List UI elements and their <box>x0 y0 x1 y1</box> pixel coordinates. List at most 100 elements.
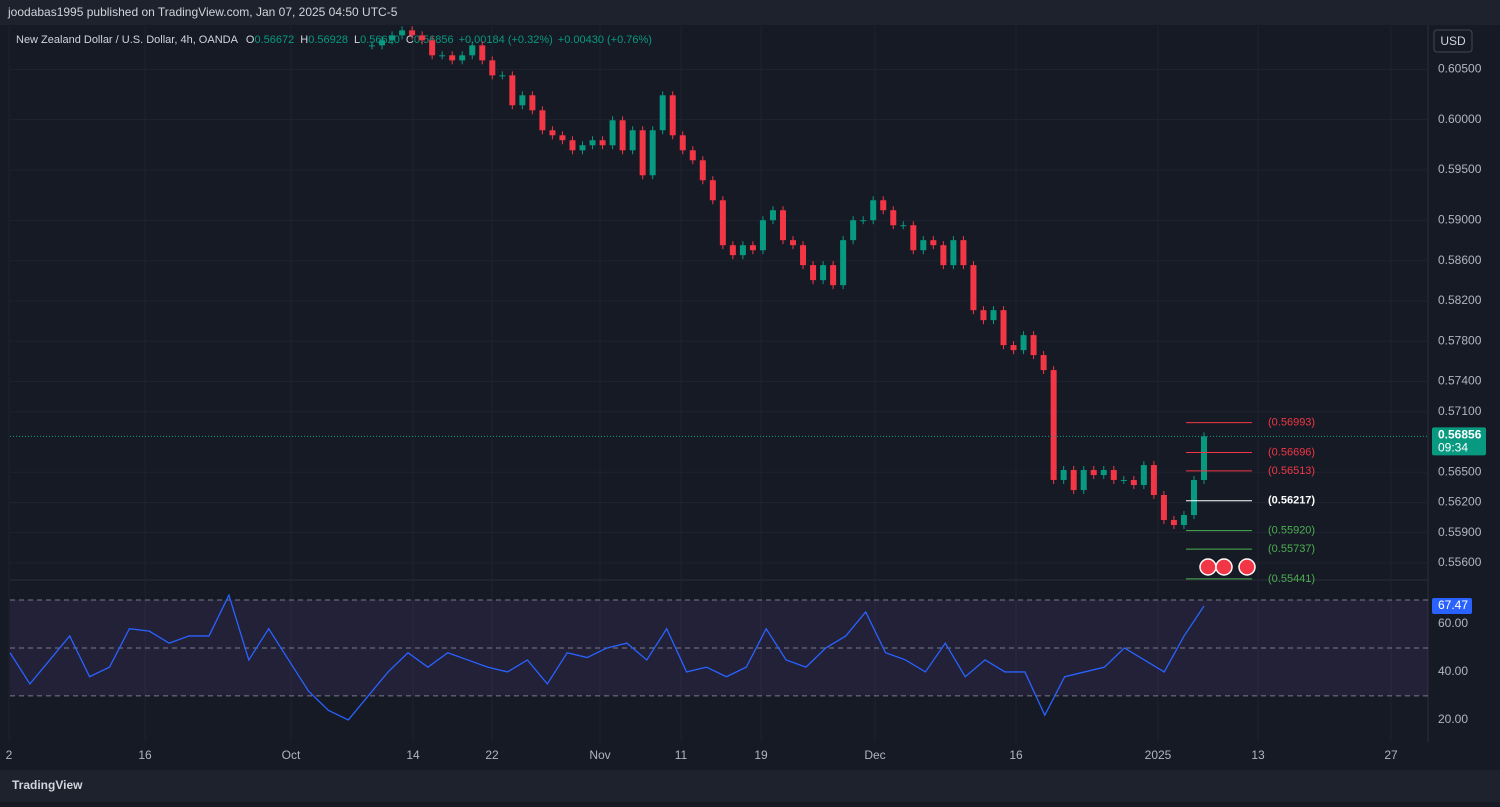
x-tick-label: Dec <box>864 748 885 762</box>
candle <box>810 265 817 281</box>
candle <box>860 220 867 222</box>
candle <box>399 30 406 36</box>
candle <box>589 140 596 146</box>
x-tick-label: 11 <box>675 748 688 762</box>
legend-key: C <box>406 34 414 46</box>
y-tick-label: 0.60500 <box>1438 61 1482 75</box>
rsi-value-label: 67.47 <box>1438 598 1468 612</box>
legend-value: 0.56672 <box>254 34 294 46</box>
candle <box>1180 515 1187 526</box>
candle <box>960 240 967 266</box>
candle <box>779 210 786 241</box>
candle <box>1080 470 1087 491</box>
level-label: (0.56217) <box>1268 495 1315 507</box>
candle <box>489 60 496 76</box>
candle <box>459 55 466 61</box>
candle <box>790 240 797 246</box>
candle <box>900 225 907 227</box>
candle <box>1130 479 1137 486</box>
candle <box>1060 470 1067 480</box>
candle <box>1020 335 1027 351</box>
candle <box>950 240 957 266</box>
candle <box>379 40 386 46</box>
candle <box>1030 335 1037 356</box>
event-icon <box>1238 558 1256 576</box>
candle <box>1140 465 1147 486</box>
candle <box>509 75 516 106</box>
candle <box>419 35 426 41</box>
candle <box>739 245 746 256</box>
y-tick-label: 0.57100 <box>1438 404 1482 418</box>
y-tick-label: 40.00 <box>1438 664 1468 678</box>
candle <box>1000 310 1007 346</box>
candle <box>699 160 706 181</box>
candle <box>1201 436 1207 480</box>
candle <box>649 130 656 176</box>
candle <box>619 120 626 151</box>
y-tick-label: 20.00 <box>1438 712 1468 726</box>
candle <box>920 240 927 251</box>
candle <box>990 310 997 321</box>
y-tick-label: 0.60000 <box>1438 112 1482 126</box>
x-tick-label: 2025 <box>1145 748 1172 762</box>
candle <box>1190 479 1197 516</box>
header: joodabas1995 published on TradingView.co… <box>7 5 398 19</box>
event-icon <box>1215 558 1233 576</box>
candle <box>369 45 375 47</box>
x-tick-label: 27 <box>1384 748 1398 762</box>
candle <box>910 225 917 251</box>
candle <box>1150 465 1157 495</box>
legend: New Zealand Dollar / U.S. Dollar, 4h, OA… <box>16 34 652 46</box>
legend-change: +0.00430 (+0.76%) <box>558 34 652 46</box>
candle <box>890 210 897 226</box>
currency-label[interactable]: USD <box>1440 34 1466 48</box>
x-tick-label: Nov <box>589 748 610 762</box>
candle <box>559 135 566 141</box>
x-tick-label: 22 <box>485 748 499 762</box>
candle <box>659 95 666 131</box>
rsi-band-fill <box>10 599 1428 696</box>
x-tick-label: 19 <box>754 748 768 762</box>
candle <box>519 95 526 106</box>
candle <box>629 130 636 151</box>
candle <box>679 135 686 151</box>
candle <box>729 245 736 256</box>
level-label: (0.55737) <box>1268 543 1315 555</box>
candle <box>830 265 837 286</box>
rsi-value-box <box>1432 598 1472 615</box>
candle <box>539 110 546 131</box>
legend-key: O <box>246 34 255 46</box>
candle <box>669 95 676 136</box>
candle <box>409 30 416 36</box>
candle <box>820 265 827 281</box>
candle <box>609 120 616 146</box>
footer-logo: TradingView <box>12 778 83 792</box>
candle <box>1040 355 1047 371</box>
y-tick-label: 0.58200 <box>1438 293 1482 307</box>
x-tick-label: 2 <box>6 748 13 762</box>
y-tick-label: 0.57800 <box>1438 333 1482 347</box>
x-tick-label: 16 <box>1009 748 1023 762</box>
candle <box>1100 470 1107 476</box>
symbol: New Zealand Dollar / U.S. Dollar, 4h, OA… <box>16 34 239 46</box>
legend-value: 0.56928 <box>308 34 348 46</box>
y-tick-label: 0.59500 <box>1438 162 1482 176</box>
y-tick-label: 0.56200 <box>1438 495 1482 509</box>
candle <box>599 140 606 146</box>
candle <box>479 45 486 61</box>
y-tick-label: 0.55900 <box>1438 525 1482 539</box>
y-tick-label: 0.56500 <box>1438 464 1482 478</box>
candle <box>759 220 766 251</box>
candle <box>1050 370 1057 480</box>
event-icon <box>1199 558 1217 576</box>
candle <box>449 55 456 61</box>
y-tick-label: 0.55600 <box>1438 555 1482 569</box>
candle <box>579 145 586 151</box>
y-tick-label: 0.58600 <box>1438 253 1482 267</box>
candle <box>569 140 576 151</box>
currency-button[interactable] <box>1433 29 1473 53</box>
candle <box>439 55 446 57</box>
footer-bar <box>0 770 1500 802</box>
level-label: (0.56993) <box>1268 416 1315 428</box>
